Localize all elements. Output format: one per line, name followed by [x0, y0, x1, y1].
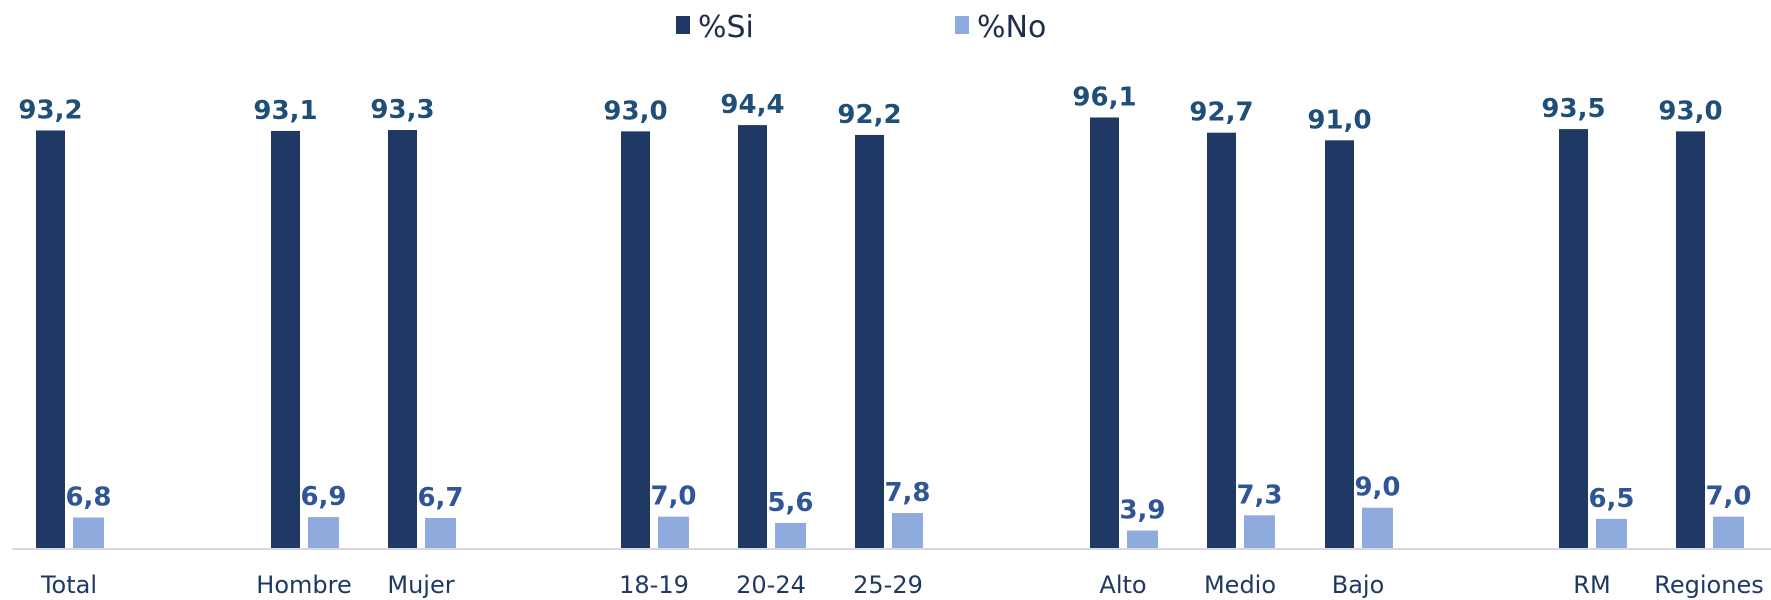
- category-label-total: Total: [40, 571, 97, 599]
- bar-si-medio: [1207, 132, 1236, 549]
- bar-no-total: [73, 517, 104, 548]
- category-label-alto: Alto: [1099, 571, 1146, 599]
- bar-no-rm: [1596, 518, 1627, 548]
- bar-si-hombre: [271, 130, 300, 549]
- bar-si-mujer: [388, 130, 417, 549]
- category-label-20-24: 20-24: [736, 571, 806, 599]
- bar-si-alto: [1090, 117, 1119, 549]
- category-label-mujer: Mujer: [387, 571, 454, 599]
- value-label-si-medio: 92,7: [1189, 98, 1253, 128]
- value-label-no-rm: 6,5: [1588, 484, 1634, 514]
- value-label-si-hombre: 93,1: [253, 96, 317, 126]
- value-labels-group: 93,2 6,8 93,1 6,9 93,3 6,7 93,0 7,0 94,4 5,6 92,2 7…: [18, 82, 1751, 525]
- bar-no-25-29: [892, 513, 923, 548]
- value-label-no-alto: 3,9: [1119, 496, 1165, 526]
- category-label-regiones: Regiones: [1654, 571, 1763, 599]
- value-label-si-18-19: 93,0: [603, 96, 667, 126]
- legend-swatch-si: [676, 16, 690, 34]
- bar-si-regiones: [1676, 131, 1705, 549]
- value-label-si-bajo: 91,0: [1307, 105, 1371, 135]
- category-label-medio: Medio: [1204, 571, 1276, 599]
- value-label-si-rm: 93,5: [1541, 94, 1605, 124]
- legend-swatch-no: [955, 16, 969, 34]
- category-label-25-29: 25-29: [853, 571, 923, 599]
- value-label-no-hombre: 6,9: [300, 482, 346, 512]
- category-label-rm: RM: [1573, 571, 1610, 599]
- value-label-si-25-29: 92,2: [837, 100, 901, 130]
- bar-si-rm: [1559, 129, 1588, 548]
- legend: %Si %No: [676, 10, 1046, 45]
- bar-no-alto: [1127, 530, 1158, 548]
- value-label-no-bajo: 9,0: [1354, 473, 1400, 503]
- bar-si-total: [36, 130, 65, 549]
- legend-label-si: %Si: [698, 10, 754, 45]
- bar-si-18-19: [621, 131, 650, 549]
- value-label-no-total: 6,8: [65, 483, 111, 513]
- value-label-no-18-19: 7,0: [650, 482, 696, 512]
- bars-group: [36, 117, 1744, 549]
- bar-no-mujer: [425, 517, 456, 548]
- value-label-si-total: 93,2: [18, 95, 82, 125]
- value-label-no-mujer: 6,7: [417, 483, 463, 513]
- value-label-si-mujer: 93,3: [370, 95, 434, 125]
- value-label-si-regiones: 93,0: [1658, 96, 1722, 126]
- bar-no-18-19: [658, 516, 689, 548]
- value-label-no-20-24: 5,6: [767, 488, 813, 518]
- category-label-18-19: 18-19: [619, 571, 689, 599]
- bar-no-medio: [1244, 515, 1275, 548]
- bar-si-bajo: [1325, 140, 1354, 548]
- bar-no-regiones: [1713, 516, 1744, 548]
- bar-si-20-24: [738, 125, 767, 548]
- value-label-no-medio: 7,3: [1236, 480, 1282, 510]
- bar-no-bajo: [1362, 507, 1393, 548]
- value-label-no-25-29: 7,8: [884, 478, 930, 508]
- legend-label-no: %No: [977, 10, 1046, 45]
- bar-no-20-24: [775, 522, 806, 548]
- value-label-si-20-24: 94,4: [720, 90, 784, 120]
- bar-no-hombre: [308, 517, 339, 548]
- category-label-hombre: Hombre: [256, 571, 351, 599]
- category-labels-group: Total Hombre Mujer 18-19 20-24 25-29 Alto Medio…: [40, 571, 1764, 599]
- value-label-si-alto: 96,1: [1072, 82, 1136, 112]
- category-label-bajo: Bajo: [1332, 571, 1385, 599]
- bar-si-25-29: [855, 134, 884, 548]
- value-label-no-regiones: 7,0: [1705, 482, 1751, 512]
